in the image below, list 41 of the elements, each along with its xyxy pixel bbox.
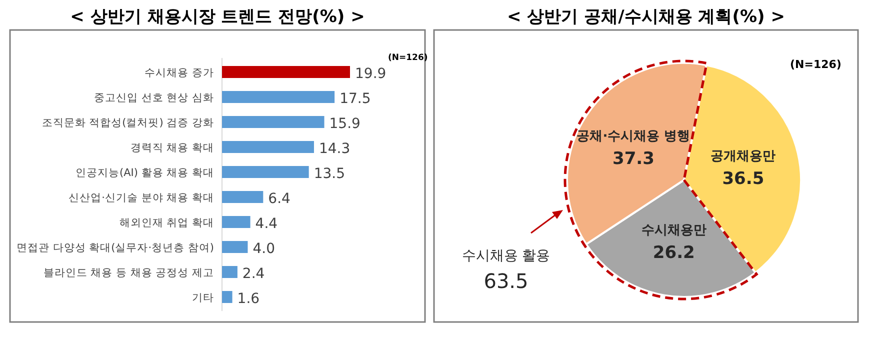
- text: 수시채용 활용 63.5: [462, 248, 550, 293]
- y-tick-label: 기타: [192, 292, 214, 304]
- y-tick-label: 면접관 다양성 확대(실무자·청년층 참여): [16, 242, 214, 254]
- data-label: 2.4: [242, 266, 265, 282]
- data-label: 17.5: [340, 91, 371, 107]
- text: (N=126): [388, 53, 428, 63]
- bar: [222, 141, 314, 153]
- y-tick-label: 해외인재 취업 확대: [119, 217, 214, 229]
- chart-title: < 상반기 채용시장 트렌드 전망(%) >: [70, 7, 365, 27]
- bar: [222, 291, 232, 303]
- bar: [222, 166, 309, 178]
- y-tick-label: 수시채용 증가: [144, 67, 214, 79]
- data-label: 37.3: [612, 149, 654, 170]
- bar: [222, 266, 238, 278]
- y-tick-label: 신산업·신기술 분야 채용 확대: [68, 192, 214, 204]
- bar: [222, 91, 335, 103]
- y-tick-label: 블라인드 채용 등 채용 공정성 제고: [43, 267, 214, 279]
- data-label: 1.6: [237, 291, 260, 307]
- slice-label: 수시채용만: [641, 222, 706, 238]
- slice-label: 공채·수시채용 병행: [576, 129, 690, 144]
- data-label: 14.3: [318, 141, 350, 157]
- y-tick-label: 중고신입 선호 현상 심화: [94, 92, 214, 104]
- y-tick-label: 인공지능(AI) 활용 채용 확대: [76, 167, 214, 179]
- data-label: 36.5: [722, 169, 764, 190]
- data-label: 15.9: [329, 116, 360, 132]
- y-tick-label: 경력직 채용 확대: [130, 142, 214, 154]
- data-label: 26.2: [652, 242, 695, 263]
- bar: [222, 216, 250, 228]
- bar: [222, 191, 264, 203]
- bar: [222, 66, 350, 78]
- data-label: 4.0: [252, 241, 275, 257]
- data-label: 6.4: [268, 191, 291, 207]
- text: (N=126): [790, 58, 842, 71]
- data-label: 19.9: [355, 66, 386, 82]
- bar: [222, 116, 324, 128]
- chart-title: < 상반기 공채/수시채용 계획(%) >: [507, 7, 785, 27]
- data-label: 4.4: [255, 216, 278, 232]
- y-tick-label: 조직문화 적합성(컬처핏) 검증 강화: [42, 117, 214, 129]
- slice-label: 공개채용만: [710, 149, 776, 164]
- bar: [222, 241, 248, 253]
- data-label: 13.5: [314, 166, 346, 182]
